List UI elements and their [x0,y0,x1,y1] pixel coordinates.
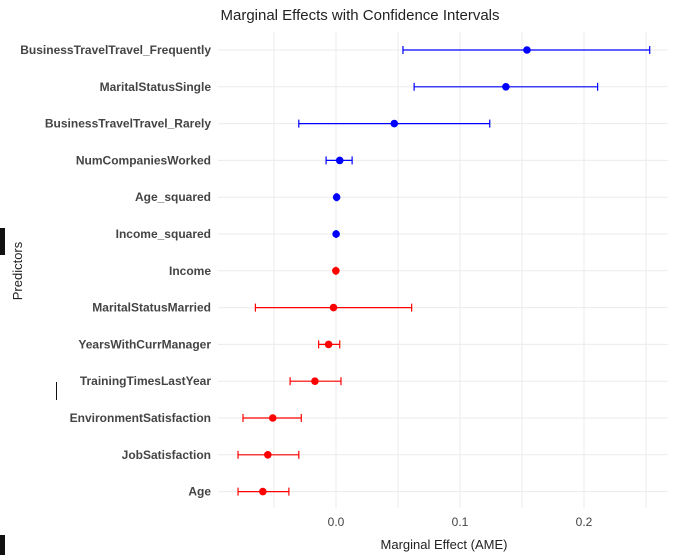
estimate-point [332,230,340,238]
predictor-label: EnvironmentSatisfaction [70,411,211,425]
left-edge-mark [0,228,5,255]
estimate-point [329,303,338,312]
predictor-label: JobSatisfaction [122,448,211,462]
estimate-point [332,267,340,275]
x-tick-labels: 0.0 0.1 0.2 [328,515,593,529]
predictor-label: NumCompaniesWorked [76,153,211,167]
predictor-label: YearsWithCurrManager [78,337,211,351]
predictor-label: Age [188,485,211,499]
grid-lines [218,32,668,508]
estimate-point [335,156,344,165]
predictor-label: MaritalStatusMarried [92,301,211,315]
x-tick-label: 0.1 [452,515,469,529]
estimate-point [268,414,277,422]
predictor-label: TrainingTimesLastYear [80,374,211,388]
estimate-point [311,377,319,386]
left-edge-mark-bottom [0,535,5,555]
estimate-point [523,46,531,54]
predictor-label: BusinessTravelTravel_Rarely [45,117,211,131]
cursor-mark [56,382,57,400]
estimate-point [502,83,510,91]
estimate-point [259,487,267,496]
predictor-label: Age_squared [135,190,211,204]
predictor-labels: BusinessTravelTravel_Frequently MaritalSt… [20,43,211,499]
x-axis-title: Marginal Effect (AME) [381,537,508,552]
estimate-point [390,119,399,128]
estimate-point [324,340,333,349]
predictor-label: Income [169,264,211,278]
estimate-points [259,46,531,496]
y-axis-title: Predictors [10,241,25,300]
predictor-label: MaritalStatusSingle [100,80,212,94]
chart-title: Marginal Effects with Confidence Interva… [220,7,499,24]
predictor-label: Income_squared [116,227,211,241]
x-tick-label: 0.2 [576,515,593,529]
estimate-point [264,451,272,459]
estimate-point [332,193,341,201]
predictor-label: BusinessTravelTravel_Frequently [20,43,211,57]
x-tick-label: 0.0 [328,515,345,529]
